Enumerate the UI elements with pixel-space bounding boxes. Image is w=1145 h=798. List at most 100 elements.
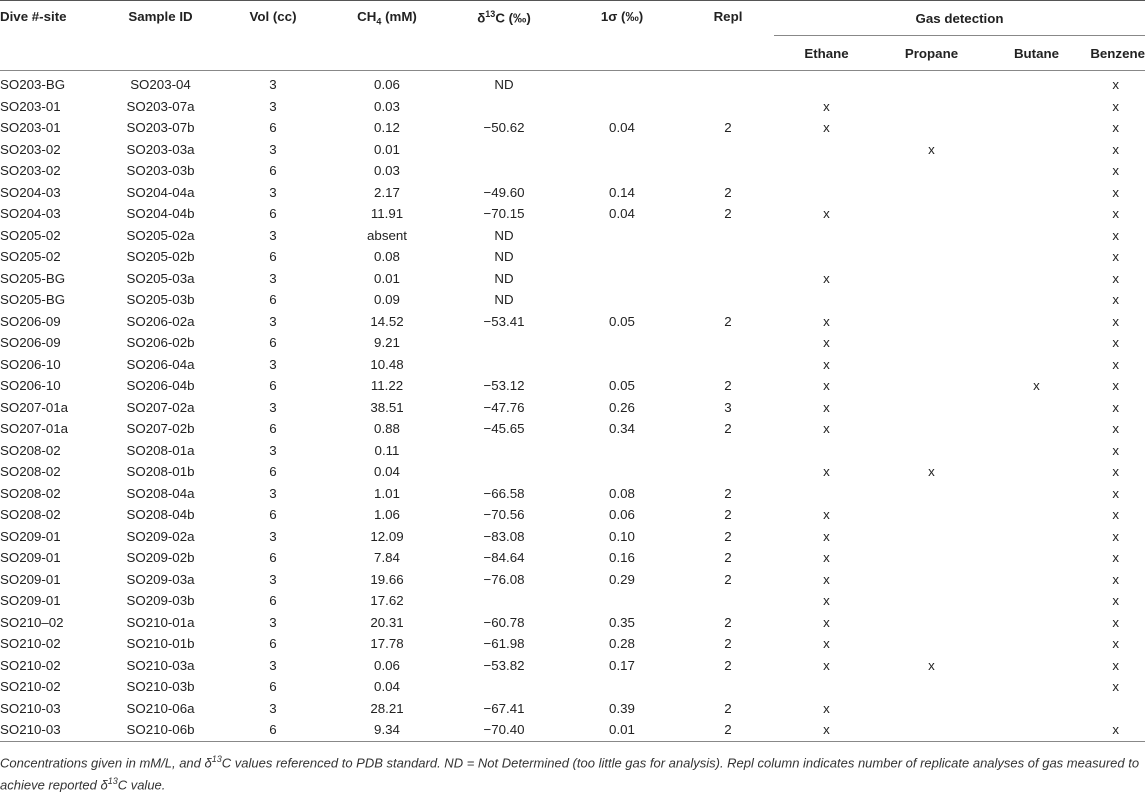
cell-ch4: 0.03 bbox=[374, 98, 400, 114]
cell-benzene: x bbox=[1112, 292, 1119, 307]
table-row: SO206-10 SO206-04a 3 10.48 x x bbox=[0, 354, 1145, 376]
cell-propane: x bbox=[928, 657, 935, 673]
cell-sample: SO208-04a bbox=[126, 485, 195, 501]
cell-sample: SO203-04 bbox=[130, 77, 191, 92]
cell-d13c bbox=[446, 676, 562, 698]
cell-propane bbox=[879, 440, 984, 462]
table-row: SO204-03 SO204-04b 6 11.91 −70.15 0.04 2 x x bbox=[0, 203, 1145, 225]
cell-benzene: x bbox=[1112, 507, 1119, 522]
table-row: SO209-01 SO209-03a 3 19.66 −76.08 0.29 2 x x bbox=[0, 569, 1145, 591]
cell-repl: 2 bbox=[724, 485, 732, 501]
cell-butane bbox=[984, 117, 1089, 139]
cell-propane bbox=[879, 182, 984, 204]
cell-sample: SO205-03a bbox=[126, 270, 195, 286]
cell-butane bbox=[984, 311, 1089, 333]
cell-ch4: absent bbox=[367, 227, 407, 243]
cell-butane bbox=[984, 354, 1089, 376]
header-ch4-unit: (mM) bbox=[381, 9, 417, 24]
cell-d13c: ND bbox=[494, 292, 514, 307]
cell-ch4: 1.01 bbox=[374, 485, 400, 501]
table-row: SO208-02 SO208-01b 6 0.04 x x x bbox=[0, 461, 1145, 483]
cell-ethane bbox=[774, 483, 879, 505]
cell-dive: SO206-10 bbox=[0, 356, 61, 372]
cell-sigma bbox=[562, 139, 682, 161]
cell-sigma: 0.39 bbox=[609, 700, 635, 716]
cell-benzene: x bbox=[1112, 313, 1119, 329]
cell-dive: SO203-BG bbox=[0, 77, 66, 92]
cell-repl: 2 bbox=[724, 206, 732, 221]
cell-ch4: 17.78 bbox=[370, 636, 404, 651]
cell-vol: 3 bbox=[269, 528, 277, 544]
cell-ch4: 0.11 bbox=[374, 442, 400, 458]
cell-sigma: 0.16 bbox=[609, 550, 635, 565]
cell-butane bbox=[984, 655, 1089, 677]
cell-benzene: x bbox=[1112, 335, 1119, 350]
cell-repl: 2 bbox=[724, 421, 732, 436]
table-row: SO210-02 SO210-03b 6 0.04 x bbox=[0, 676, 1145, 698]
cell-dive: SO208-02 bbox=[0, 507, 61, 522]
cell-butane bbox=[984, 590, 1089, 612]
cell-vol: 6 bbox=[269, 163, 277, 178]
cell-repl: 2 bbox=[724, 700, 732, 716]
cell-ch4: 0.04 bbox=[374, 464, 400, 479]
cell-vol: 3 bbox=[269, 614, 277, 630]
cell-ethane: x bbox=[823, 528, 830, 544]
footnote-part1: Concentrations given in mM/L, and bbox=[0, 754, 205, 770]
cell-butane: x bbox=[1033, 378, 1040, 393]
cell-vol: 6 bbox=[269, 550, 277, 565]
table-row: SO203-02 SO203-03a 3 0.01 x x bbox=[0, 139, 1145, 161]
cell-ethane bbox=[774, 440, 879, 462]
header-ch4-main: CH bbox=[357, 9, 377, 24]
cell-sample: SO210-03a bbox=[126, 657, 195, 673]
table-row: SO203-BG SO203-04 3 0.06 ND x bbox=[0, 71, 1145, 96]
cell-sample: SO206-02b bbox=[126, 335, 195, 350]
cell-repl: 2 bbox=[724, 550, 732, 565]
cell-ch4: 0.88 bbox=[374, 421, 400, 436]
cell-ch4: 11.22 bbox=[370, 378, 404, 393]
cell-butane bbox=[984, 418, 1089, 440]
cell-sample: SO210-01b bbox=[126, 636, 195, 651]
table-row: SO206-10 SO206-04b 6 11.22 −53.12 0.05 2 x x x bbox=[0, 375, 1145, 397]
cell-ch4: 10.48 bbox=[370, 356, 404, 372]
cell-sample: SO206-04b bbox=[126, 378, 195, 393]
cell-ch4: 20.31 bbox=[370, 614, 404, 630]
cell-dive: SO204-03 bbox=[0, 206, 61, 221]
cell-sample: SO207-02a bbox=[126, 399, 195, 415]
footnote-part2: C values referenced to PDB standard. ND … bbox=[0, 754, 1140, 793]
cell-sigma: 0.34 bbox=[609, 421, 635, 436]
cell-sample: SO206-04a bbox=[126, 356, 195, 372]
cell-sample: SO203-03a bbox=[126, 141, 195, 157]
cell-benzene: x bbox=[1112, 614, 1119, 630]
cell-benzene bbox=[1089, 698, 1145, 720]
cell-d13c: ND bbox=[494, 77, 514, 92]
cell-dive: SO206-09 bbox=[0, 335, 61, 350]
table-row: SO209-01 SO209-03b 6 17.62 x x bbox=[0, 590, 1145, 612]
table-body: SO203-BG SO203-04 3 0.06 ND x SO203-01 SO203-07… bbox=[0, 71, 1145, 741]
cell-sample: SO208-01b bbox=[126, 464, 195, 479]
cell-ch4: 14.52 bbox=[370, 313, 404, 329]
cell-vol: 3 bbox=[269, 657, 277, 673]
cell-d13c: −76.08 bbox=[483, 571, 525, 587]
cell-dive: SO203-02 bbox=[0, 163, 61, 178]
cell-sample: SO210-06a bbox=[126, 700, 195, 716]
cell-sigma: 0.26 bbox=[609, 399, 635, 415]
cell-repl bbox=[682, 225, 774, 247]
cell-d13c: ND bbox=[494, 270, 514, 286]
cell-vol: 3 bbox=[269, 485, 277, 501]
cell-butane bbox=[984, 547, 1089, 569]
cell-repl: 2 bbox=[724, 614, 732, 630]
table-row: SO205-BG SO205-03b 6 0.09 ND x bbox=[0, 289, 1145, 311]
cell-propane: x bbox=[928, 464, 935, 479]
cell-butane bbox=[984, 397, 1089, 419]
cell-dive: SO209-01 bbox=[0, 528, 61, 544]
cell-repl: 2 bbox=[724, 571, 732, 587]
cell-ethane bbox=[774, 160, 879, 182]
cell-propane bbox=[879, 203, 984, 225]
cell-d13c: −45.65 bbox=[483, 421, 525, 436]
cell-dive: SO208-02 bbox=[0, 442, 61, 458]
cell-vol: 6 bbox=[269, 636, 277, 651]
cell-dive: SO209-01 bbox=[0, 550, 61, 565]
cell-sigma: 0.17 bbox=[609, 657, 635, 673]
cell-sigma bbox=[562, 289, 682, 311]
table-header: Dive #-site Sample ID Vol (cc) CH4 (mM) … bbox=[0, 0, 1145, 71]
